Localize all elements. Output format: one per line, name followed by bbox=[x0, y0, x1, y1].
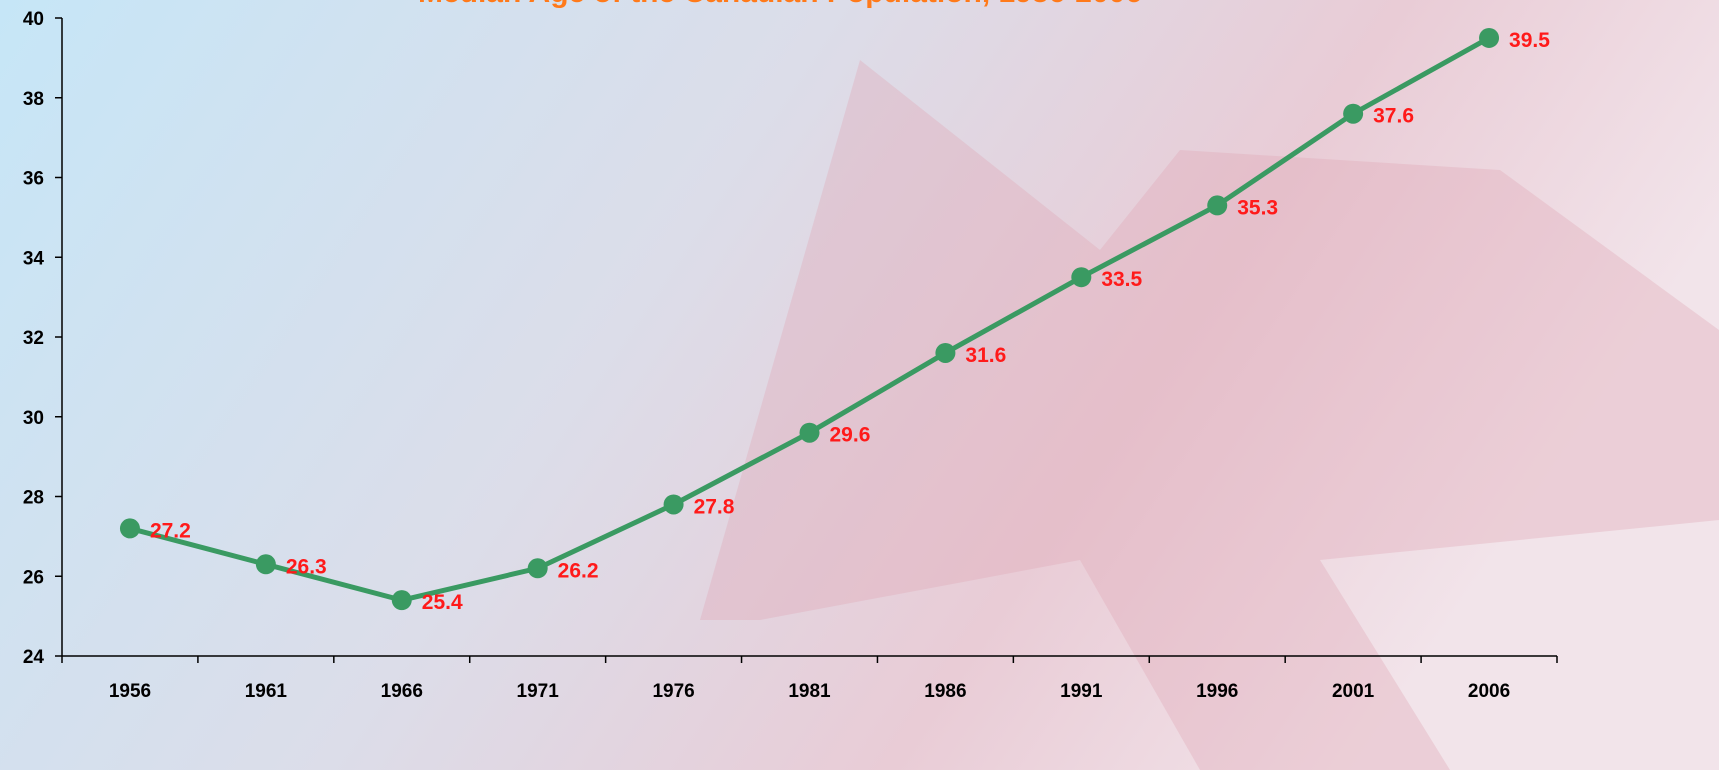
marker bbox=[664, 494, 684, 514]
y-tick-label: 38 bbox=[23, 89, 44, 110]
marker bbox=[1343, 104, 1363, 124]
x-tick-label: 2006 bbox=[1468, 681, 1510, 702]
x-tick-label: 1996 bbox=[1196, 681, 1238, 702]
x-tick-label: 1981 bbox=[788, 681, 831, 702]
x-tick-label: 1956 bbox=[109, 681, 151, 702]
data-label: 27.8 bbox=[694, 495, 735, 518]
marker bbox=[256, 554, 276, 574]
marker bbox=[120, 518, 140, 538]
data-label: 31.6 bbox=[965, 344, 1006, 367]
data-label: 35.3 bbox=[1237, 196, 1278, 219]
x-tick-label: 1966 bbox=[381, 681, 423, 702]
y-tick-label: 28 bbox=[23, 488, 44, 509]
y-tick-label: 34 bbox=[23, 248, 45, 269]
y-tick-label: 24 bbox=[23, 647, 45, 668]
marker bbox=[800, 423, 820, 443]
y-tick-label: 26 bbox=[23, 567, 44, 588]
x-tick-label: 1991 bbox=[1060, 681, 1103, 702]
data-label: 33.5 bbox=[1101, 268, 1142, 291]
y-tick-label: 36 bbox=[23, 169, 44, 190]
page: Median Age of the Canadian Population, 1… bbox=[0, 0, 1719, 770]
data-label: 29.6 bbox=[830, 424, 871, 447]
marker bbox=[935, 343, 955, 363]
marker bbox=[1207, 195, 1227, 215]
marker bbox=[528, 558, 548, 578]
x-tick-label: 1976 bbox=[652, 681, 694, 702]
chart-title: Median Age of the Canadian Population, 1… bbox=[418, 0, 1142, 9]
x-tick-label: 1986 bbox=[924, 681, 966, 702]
y-tick-label: 40 bbox=[23, 9, 44, 30]
data-label: 39.5 bbox=[1509, 29, 1550, 52]
marker bbox=[1071, 267, 1091, 287]
y-tick-label: 32 bbox=[23, 328, 44, 349]
data-label: 25.4 bbox=[422, 591, 463, 614]
x-tick-label: 2001 bbox=[1332, 681, 1375, 702]
y-tick-label: 30 bbox=[23, 408, 44, 429]
x-tick-label: 1961 bbox=[245, 681, 288, 702]
marker bbox=[392, 590, 412, 610]
x-tick-label: 1971 bbox=[517, 681, 560, 702]
data-label: 26.2 bbox=[558, 559, 599, 582]
data-label: 26.3 bbox=[286, 555, 327, 578]
data-label: 27.2 bbox=[150, 519, 191, 542]
data-label: 37.6 bbox=[1373, 105, 1414, 128]
marker bbox=[1479, 28, 1499, 48]
chart: Median Age of the Canadian Population, 1… bbox=[0, 0, 1719, 770]
